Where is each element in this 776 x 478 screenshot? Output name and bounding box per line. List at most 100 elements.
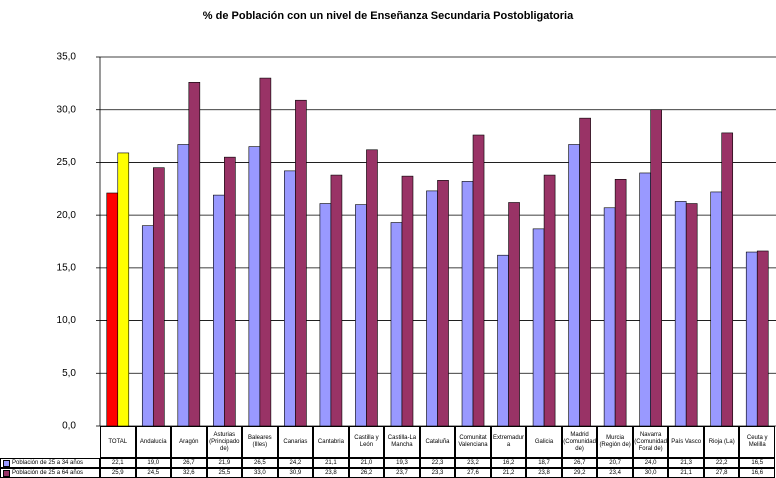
data-label: 33,0 bbox=[242, 468, 278, 478]
bar bbox=[355, 204, 367, 427]
bar bbox=[508, 202, 520, 427]
category-label: Cataluña bbox=[419, 426, 456, 458]
bar bbox=[614, 178, 627, 427]
category-label: País Vasco bbox=[668, 426, 704, 458]
y-tick-label: 25,0 bbox=[57, 157, 77, 168]
bar bbox=[710, 191, 723, 427]
bar bbox=[650, 109, 662, 427]
category-label: Castilla y León bbox=[348, 426, 385, 458]
bar bbox=[330, 174, 343, 427]
category-label: Extremadura bbox=[490, 426, 527, 458]
data-label: 21,3 bbox=[668, 458, 704, 468]
data-label: 23,3 bbox=[419, 468, 456, 478]
legend-entry: Población de 25 a 64 años bbox=[0, 468, 100, 478]
bar bbox=[390, 222, 403, 427]
bar bbox=[401, 175, 414, 427]
data-label: 29,2 bbox=[561, 468, 598, 478]
y-tick-label: 15,0 bbox=[57, 262, 77, 273]
data-label: 25,5 bbox=[206, 468, 243, 478]
data-label: 16,5 bbox=[739, 458, 775, 468]
legend-entry: Población de 25 a 34 años bbox=[0, 458, 100, 468]
data-label: 23,7 bbox=[384, 468, 420, 478]
bar bbox=[745, 251, 758, 427]
bar bbox=[259, 77, 272, 427]
bar bbox=[224, 156, 236, 427]
bar bbox=[426, 190, 438, 427]
data-label: 30,9 bbox=[277, 468, 314, 478]
category-label: Murcia (Región de) bbox=[597, 426, 633, 458]
data-label: 22,3 bbox=[419, 458, 456, 468]
bar bbox=[437, 180, 449, 427]
data-label: 23,8 bbox=[313, 468, 349, 478]
bar bbox=[319, 203, 332, 427]
data-label: 21,2 bbox=[490, 468, 527, 478]
data-label: 24,2 bbox=[277, 458, 314, 468]
y-tick-label: 30,0 bbox=[57, 104, 77, 115]
data-label: 23,4 bbox=[597, 468, 633, 478]
data-label: 21,0 bbox=[348, 458, 385, 468]
bar bbox=[543, 174, 556, 427]
bar bbox=[284, 170, 296, 427]
bar bbox=[366, 149, 378, 427]
data-label: 27,8 bbox=[703, 468, 740, 478]
data-label: 26,7 bbox=[171, 458, 207, 468]
data-label: 21,9 bbox=[206, 458, 243, 468]
category-label: Ceuta y Melilla bbox=[739, 426, 775, 458]
y-tick-label: 20,0 bbox=[57, 210, 77, 221]
category-label: Galicia bbox=[526, 426, 562, 458]
legend-swatch bbox=[3, 459, 10, 467]
legend-label: Población de 25 a 64 años bbox=[12, 469, 84, 476]
y-tick-label: 5,0 bbox=[62, 368, 76, 379]
data-label: 21,1 bbox=[668, 468, 704, 478]
data-label: 32,6 bbox=[171, 468, 207, 478]
data-label: 20,7 bbox=[597, 458, 633, 468]
data-label: 22,1 bbox=[100, 458, 136, 468]
bar bbox=[188, 82, 201, 427]
bar bbox=[117, 152, 130, 427]
data-label: 21,1 bbox=[313, 458, 349, 468]
bar bbox=[152, 167, 165, 427]
bar bbox=[461, 181, 474, 427]
data-label: 23,8 bbox=[526, 468, 562, 478]
bar bbox=[141, 225, 154, 427]
bar bbox=[248, 146, 261, 427]
bar bbox=[106, 192, 119, 427]
data-label: 26,2 bbox=[348, 468, 385, 478]
bar bbox=[603, 207, 616, 427]
data-label: 23,2 bbox=[455, 458, 491, 468]
data-label: 19,0 bbox=[135, 458, 172, 468]
bar bbox=[674, 201, 687, 427]
category-label: Baleares (Illes) bbox=[242, 426, 278, 458]
data-label: 22,2 bbox=[703, 458, 740, 468]
bar bbox=[639, 172, 651, 427]
data-label: 26,5 bbox=[242, 458, 278, 468]
data-label: 24,5 bbox=[135, 468, 172, 478]
bar bbox=[579, 117, 591, 427]
legend-swatch bbox=[3, 469, 10, 477]
y-tick-label: 0,0 bbox=[62, 421, 76, 432]
data-label: 19,3 bbox=[384, 458, 420, 468]
category-label: Canarias bbox=[277, 426, 314, 458]
bar bbox=[177, 144, 190, 427]
bar bbox=[213, 194, 225, 427]
data-label: 26,7 bbox=[561, 458, 598, 468]
category-label: Cantabria bbox=[313, 426, 349, 458]
category-label: Andalucía bbox=[135, 426, 172, 458]
data-label: 27,6 bbox=[455, 468, 491, 478]
y-tick-label: 35,0 bbox=[57, 52, 77, 63]
data-label: 18,7 bbox=[526, 458, 562, 468]
legend-label: Población de 25 a 34 años bbox=[12, 459, 84, 466]
bar bbox=[497, 254, 509, 427]
bar bbox=[472, 134, 485, 427]
chart-title: % de Población con un nivel de Enseñanza… bbox=[203, 10, 574, 22]
data-label: 24,0 bbox=[632, 458, 669, 468]
category-label: Navarra (Comunidad Foral de) bbox=[632, 426, 669, 458]
bar bbox=[295, 99, 307, 427]
data-label: 16,2 bbox=[490, 458, 527, 468]
data-label: 16,6 bbox=[739, 468, 775, 478]
bar bbox=[568, 144, 580, 427]
data-label: 25,9 bbox=[100, 468, 136, 478]
y-tick-label: 10,0 bbox=[57, 315, 77, 326]
